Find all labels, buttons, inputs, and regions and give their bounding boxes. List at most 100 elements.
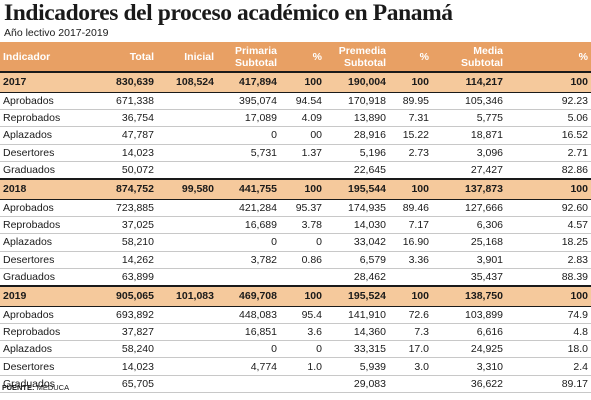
year-cell: 874,752: [95, 177, 157, 200]
table-cell: 18,871: [432, 126, 506, 145]
source-text: MEDUCA: [36, 383, 70, 392]
table-cell: [157, 340, 217, 359]
table-cell: 16,851: [217, 323, 280, 342]
table-cell: 2.71: [506, 144, 591, 162]
table-cell: 63,899: [95, 268, 157, 287]
year-cell: 99,580: [157, 177, 217, 200]
table-cell: 24,925: [432, 340, 506, 359]
table-cell: 18.25: [506, 233, 591, 252]
table-cell: 141,910: [325, 306, 389, 325]
year-cell: 100: [280, 177, 325, 200]
table-cell: 3,901: [432, 251, 506, 269]
indicator-label: Aprobados: [0, 306, 95, 325]
table-cell: 0: [217, 340, 280, 359]
year-cell: 100: [389, 177, 432, 200]
table-cell: [157, 126, 217, 145]
table-cell: 27,427: [432, 161, 506, 180]
table-cell: 0: [280, 233, 325, 252]
header-media-line1: Media: [473, 44, 503, 57]
header-premedia-line2: Subtotal: [344, 56, 386, 69]
year-cell: 101,083: [157, 284, 217, 307]
table-cell: 33,315: [325, 340, 389, 359]
table-cell: 25,168: [432, 233, 506, 252]
year-label: 2019: [0, 284, 95, 307]
table-cell: [157, 161, 217, 180]
header-inicial: Inicial: [157, 42, 217, 72]
table-cell: [389, 268, 432, 287]
year-cell: 469,708: [217, 284, 280, 307]
table-cell: 3.78: [280, 216, 325, 235]
indicator-label: Desertores: [0, 251, 95, 269]
table-cell: 74.9: [506, 306, 591, 325]
indicator-label: Graduados: [0, 375, 95, 393]
table-row: Aplazados 47,787 0 00 28,916 15.22 18,871 16.52: [0, 126, 591, 145]
table-cell: 5.06: [506, 109, 591, 128]
year-cell: 195,524: [325, 284, 389, 307]
year-cell: 441,755: [217, 177, 280, 200]
indicator-label: Aplazados: [0, 233, 95, 252]
year-cell: 137,873: [432, 177, 506, 200]
table-cell: 421,284: [217, 199, 280, 218]
table-cell: 17,089: [217, 109, 280, 128]
table-cell: 17.0: [389, 340, 432, 359]
year-row: 2018 874,752 99,580 441,755 100 195,544 100 137…: [0, 177, 591, 200]
table-cell: 33,042: [325, 233, 389, 252]
table-row: Desertores 14,262 3,782 0.86 6,579 3.36 3,901 2…: [0, 251, 591, 269]
year-cell: 114,217: [432, 71, 506, 93]
year-cell: 100: [280, 284, 325, 307]
year-row: 2017 830,639 108,524 417,894 100 190,004 100 11…: [0, 71, 591, 93]
year-cell: 195,544: [325, 177, 389, 200]
table-cell: 22,645: [325, 161, 389, 180]
table-header-row: Indicador Total Inicial Primaria Subtotal…: [0, 42, 591, 72]
table-cell: 58,240: [95, 340, 157, 359]
table-row: Reprobados 36,754 17,089 4.09 13,890 7.31 5,77…: [0, 109, 591, 128]
table-cell: 0: [217, 126, 280, 145]
table-cell: 92.23: [506, 92, 591, 111]
table-cell: 2.4: [506, 357, 591, 376]
header-primaria-line1: Primaria: [234, 44, 277, 57]
header-primaria-pct: %: [280, 42, 325, 72]
header-media: Media Subtotal: [432, 42, 506, 72]
indicator-label: Aplazados: [0, 340, 95, 359]
table-row: Aplazados 58,210 0 0 33,042 16.90 25,168 18.25: [0, 233, 591, 252]
table-cell: 5,939: [325, 357, 389, 376]
year-cell: 108,524: [157, 71, 217, 93]
table-cell: [389, 161, 432, 180]
table-row: Reprobados 37,827 16,851 3.6 14,360 7.3 6,616 4…: [0, 323, 591, 342]
table-cell: 95.4: [280, 306, 325, 325]
source-note: FUENTE: MEDUCA: [2, 383, 69, 392]
table-row: Graduados 50,072 22,645 27,427 82.86: [0, 161, 591, 180]
table-cell: 1.37: [280, 144, 325, 162]
header-premedia-pct: %: [389, 42, 432, 72]
year-cell: 100: [506, 71, 591, 93]
table-cell: 18.0: [506, 340, 591, 359]
table-cell: [217, 268, 280, 287]
table-cell: 1.0: [280, 357, 325, 376]
table-cell: 693,892: [95, 306, 157, 325]
table-cell: 3,782: [217, 251, 280, 269]
indicator-label: Aplazados: [0, 126, 95, 145]
header-primaria: Primaria Subtotal: [217, 42, 280, 72]
table-cell: 5,731: [217, 144, 280, 162]
table-cell: 671,338: [95, 92, 157, 111]
year-cell: 417,894: [217, 71, 280, 93]
page-title: Indicadores del proceso académico en Pan…: [4, 0, 453, 26]
table-cell: [157, 109, 217, 128]
header-premedia-line1: Premedia: [338, 44, 386, 57]
table-cell: 14,030: [325, 216, 389, 235]
source-label: FUENTE:: [2, 383, 35, 392]
table-cell: 723,885: [95, 199, 157, 218]
table-cell: 35,437: [432, 268, 506, 287]
table-cell: 95.37: [280, 199, 325, 218]
table-cell: 28,916: [325, 126, 389, 145]
year-label: 2017: [0, 71, 95, 93]
year-cell: 190,004: [325, 71, 389, 93]
table-cell: [157, 92, 217, 111]
table-cell: 7.17: [389, 216, 432, 235]
table-cell: 16.52: [506, 126, 591, 145]
year-label: 2018: [0, 177, 95, 200]
table-cell: 3.6: [280, 323, 325, 342]
year-cell: 100: [280, 71, 325, 93]
indicators-table: Indicador Total Inicial Primaria Subtotal…: [0, 42, 591, 393]
table-row: Graduados 63,899 28,462 35,437 88.39: [0, 268, 591, 287]
